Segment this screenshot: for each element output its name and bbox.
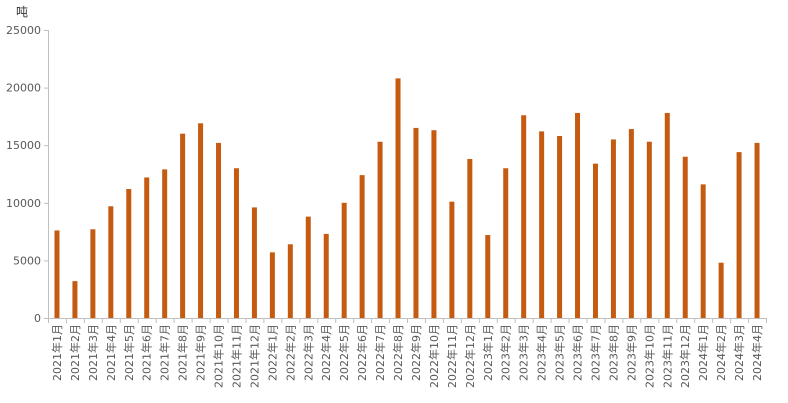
x-tick-label: 2023年9月 [624, 324, 638, 381]
x-tick-label: 2023年10月 [642, 324, 656, 388]
x-tick-label: 2021年3月 [86, 324, 100, 381]
x-tick-label: 2021年12月 [247, 324, 261, 388]
bar [198, 123, 204, 318]
x-tick-label: 2021年2月 [68, 324, 82, 381]
bar [610, 139, 616, 318]
bar [413, 127, 419, 318]
x-tick-label: 2022年9月 [409, 324, 423, 381]
bar [592, 163, 598, 318]
x-tick-label: 2023年5月 [553, 324, 567, 381]
x-tick-label: 2022年4月 [319, 324, 333, 381]
bar [341, 202, 347, 318]
x-tick-label: 2021年9月 [194, 324, 208, 381]
x-tick-label: 2021年8月 [176, 324, 190, 381]
x-tick-label: 2024年1月 [696, 324, 710, 381]
x-tick-label: 2022年5月 [337, 324, 351, 381]
bar [144, 177, 150, 318]
y-tick-label: 10000 [6, 197, 41, 210]
x-tick-label: 2023年12月 [678, 324, 692, 388]
bar [359, 175, 365, 318]
x-tick-label: 2023年7月 [588, 324, 602, 381]
bar [736, 152, 742, 318]
x-tick-label: 2022年1月 [265, 324, 279, 381]
x-tick-label: 2021年6月 [140, 324, 154, 381]
x-axis-ticks: 2021年1月 2021年2月 2021年3月 2021年4月 2021年5月 2021年… [48, 318, 767, 388]
bar [377, 141, 383, 318]
x-tick-label: 2024年3月 [732, 324, 746, 381]
x-tick-label: 2024年4月 [750, 324, 764, 381]
bar [72, 281, 78, 318]
bar [431, 130, 437, 318]
x-tick-label: 2023年2月 [499, 324, 513, 381]
x-tick-label: 2021年7月 [158, 324, 172, 381]
bar [485, 235, 491, 318]
x-tick-label: 2021年4月 [104, 324, 118, 381]
bar [180, 133, 186, 318]
axes [48, 30, 766, 319]
bar [664, 112, 670, 318]
bar [305, 216, 311, 318]
bar [449, 201, 455, 318]
y-tick-label: 0 [34, 312, 41, 325]
x-tick-label: 2022年11月 [445, 324, 459, 388]
bar [269, 252, 275, 318]
x-tick-label: 2024年2月 [714, 324, 728, 381]
bar [395, 78, 401, 318]
bar [126, 188, 132, 318]
y-tick-label: 15000 [6, 139, 41, 152]
bar [216, 142, 222, 318]
bar [287, 244, 293, 318]
bar [503, 168, 509, 318]
bar [467, 159, 473, 318]
bar [539, 131, 545, 318]
x-tick-label: 2023年11月 [660, 324, 674, 388]
bar [233, 168, 239, 318]
bar [754, 142, 760, 318]
x-tick-label: 2023年1月 [481, 324, 495, 381]
x-tick-label: 2021年10月 [212, 324, 226, 388]
x-tick-label: 2023年4月 [535, 324, 549, 381]
bar [628, 129, 634, 318]
x-tick-label: 2021年5月 [122, 324, 136, 381]
bar [682, 156, 688, 318]
x-tick-label: 2022年2月 [283, 324, 297, 381]
bar [323, 233, 329, 318]
x-tick-label: 2022年6月 [355, 324, 369, 381]
bar [521, 115, 527, 318]
x-tick-label: 2022年10月 [427, 324, 441, 388]
bar [718, 262, 724, 318]
y-axis-unit-label: 吨 [16, 5, 28, 19]
bar [646, 141, 652, 318]
x-tick-label: 2023年3月 [517, 324, 531, 381]
x-tick-label: 2023年8月 [606, 324, 620, 381]
y-axis-ticks: 0 5000 10000 15000 20000 25000 [6, 24, 48, 325]
x-tick-label: 2023年6月 [571, 324, 585, 381]
bar [90, 229, 96, 318]
x-tick-label: 2022年8月 [391, 324, 405, 381]
bars-group [54, 78, 760, 318]
bar [54, 230, 60, 318]
x-tick-label: 2022年7月 [373, 324, 387, 381]
x-tick-label: 2021年11月 [229, 324, 243, 388]
bar [108, 206, 114, 318]
bar [575, 112, 581, 318]
y-tick-label: 5000 [13, 254, 41, 267]
y-tick-label: 25000 [6, 24, 41, 37]
bar [251, 207, 257, 318]
x-tick-label: 2022年12月 [463, 324, 477, 388]
x-tick-label: 2022年3月 [301, 324, 315, 381]
bar [700, 184, 706, 318]
bar [162, 169, 168, 318]
x-tick-label: 2021年1月 [50, 324, 64, 381]
y-tick-label: 20000 [6, 82, 41, 95]
bar [557, 135, 563, 318]
